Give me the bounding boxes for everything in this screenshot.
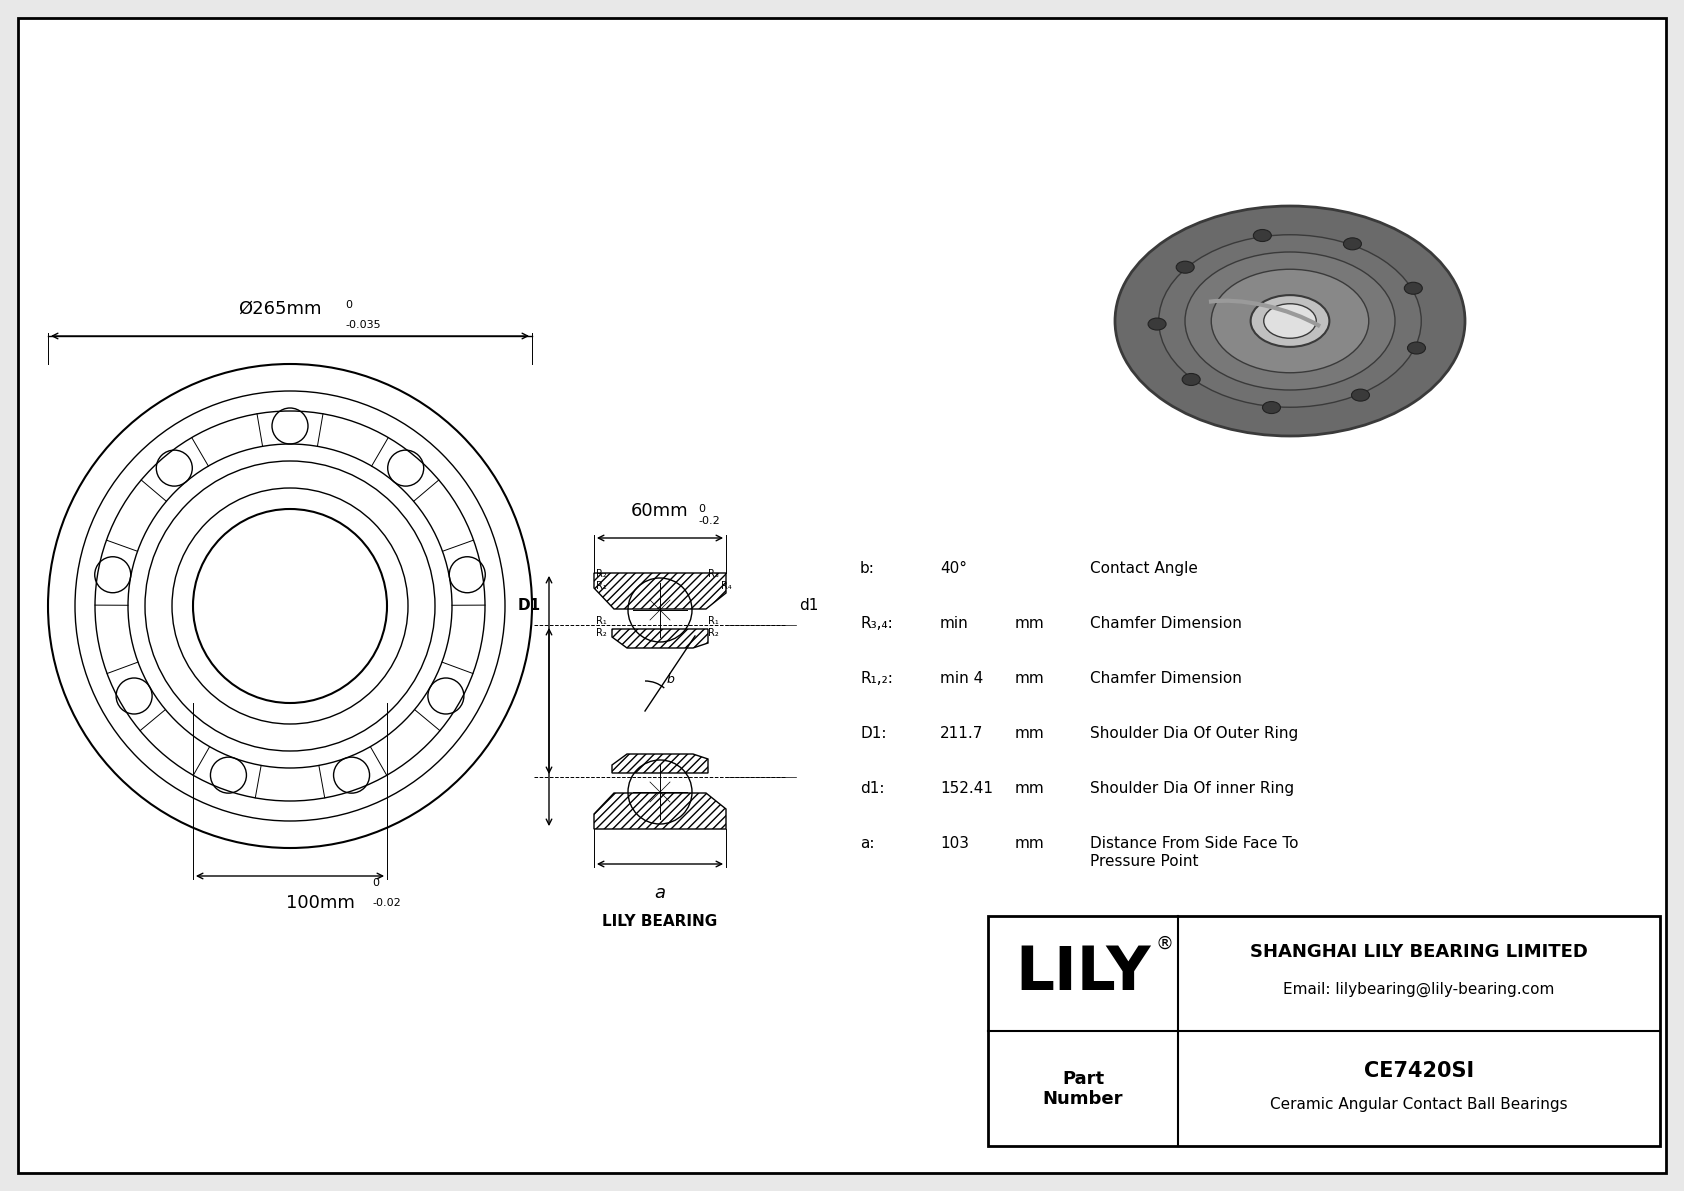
Text: R₄: R₄ <box>721 581 733 591</box>
Ellipse shape <box>1263 401 1280 413</box>
Ellipse shape <box>1263 304 1317 338</box>
Text: d1:: d1: <box>861 781 884 796</box>
Text: -0.2: -0.2 <box>697 516 719 526</box>
Ellipse shape <box>1115 206 1465 436</box>
Text: Pressure Point: Pressure Point <box>1090 854 1199 869</box>
Text: mm: mm <box>1015 616 1044 631</box>
Ellipse shape <box>1182 374 1201 386</box>
Text: R₂: R₂ <box>707 628 719 638</box>
Text: Email: lilybearing@lily-bearing.com: Email: lilybearing@lily-bearing.com <box>1283 981 1554 997</box>
Text: R₃: R₃ <box>707 569 719 579</box>
Ellipse shape <box>1253 230 1271 242</box>
Ellipse shape <box>1186 252 1394 389</box>
Text: Chamfer Dimension: Chamfer Dimension <box>1090 671 1241 686</box>
Text: mm: mm <box>1015 781 1044 796</box>
Text: 40°: 40° <box>940 561 967 576</box>
Text: Ø265mm: Ø265mm <box>237 300 322 318</box>
Text: ®: ® <box>1155 935 1174 953</box>
Ellipse shape <box>1251 295 1329 347</box>
Text: 152.41: 152.41 <box>940 781 994 796</box>
Text: b:: b: <box>861 561 876 576</box>
Text: min 4: min 4 <box>940 671 983 686</box>
Text: Chamfer Dimension: Chamfer Dimension <box>1090 616 1241 631</box>
Ellipse shape <box>1211 269 1369 373</box>
Text: mm: mm <box>1015 727 1044 741</box>
Text: d1: d1 <box>798 598 818 613</box>
Text: Shoulder Dia Of Outer Ring: Shoulder Dia Of Outer Ring <box>1090 727 1298 741</box>
Bar <box>989 916 1660 1146</box>
Ellipse shape <box>1404 282 1423 294</box>
Text: a:: a: <box>861 836 874 852</box>
Text: 0: 0 <box>345 300 352 310</box>
Ellipse shape <box>1148 318 1165 330</box>
Text: 0: 0 <box>697 504 706 515</box>
Text: D1:: D1: <box>861 727 886 741</box>
Text: R₃,₄:: R₃,₄: <box>861 616 893 631</box>
Text: CE7420SI: CE7420SI <box>1364 1061 1474 1081</box>
Text: mm: mm <box>1015 671 1044 686</box>
Ellipse shape <box>1175 261 1194 273</box>
Text: -0.02: -0.02 <box>372 898 401 908</box>
Text: Shoulder Dia Of inner Ring: Shoulder Dia Of inner Ring <box>1090 781 1293 796</box>
Text: 60mm: 60mm <box>632 501 689 520</box>
Text: 211.7: 211.7 <box>940 727 983 741</box>
Text: Distance From Side Face To: Distance From Side Face To <box>1090 836 1298 852</box>
Text: R₁: R₁ <box>707 616 719 626</box>
Text: SHANGHAI LILY BEARING LIMITED: SHANGHAI LILY BEARING LIMITED <box>1250 943 1588 961</box>
Text: R₁: R₁ <box>596 616 606 626</box>
Text: Contact Angle: Contact Angle <box>1090 561 1197 576</box>
Text: R₁: R₁ <box>596 581 606 591</box>
Text: LILY BEARING: LILY BEARING <box>603 913 717 929</box>
Text: 100mm: 100mm <box>286 894 354 912</box>
Text: LILY: LILY <box>1015 944 1150 1004</box>
Ellipse shape <box>1352 389 1369 401</box>
Text: 103: 103 <box>940 836 968 852</box>
Text: D1: D1 <box>519 598 541 613</box>
Text: b: b <box>667 673 675 686</box>
Text: min: min <box>940 616 968 631</box>
Text: a: a <box>655 884 665 902</box>
Ellipse shape <box>1408 342 1425 354</box>
Ellipse shape <box>1159 235 1421 407</box>
Text: -0.035: -0.035 <box>345 320 381 330</box>
Ellipse shape <box>1344 238 1361 250</box>
Text: R₂: R₂ <box>596 569 606 579</box>
Text: R₂: R₂ <box>596 628 606 638</box>
Text: 0: 0 <box>372 878 379 888</box>
Text: R₁,₂:: R₁,₂: <box>861 671 893 686</box>
Text: Part
Number: Part Number <box>1042 1070 1123 1109</box>
Text: Ceramic Angular Contact Ball Bearings: Ceramic Angular Contact Ball Bearings <box>1270 1097 1568 1111</box>
Text: mm: mm <box>1015 836 1044 852</box>
